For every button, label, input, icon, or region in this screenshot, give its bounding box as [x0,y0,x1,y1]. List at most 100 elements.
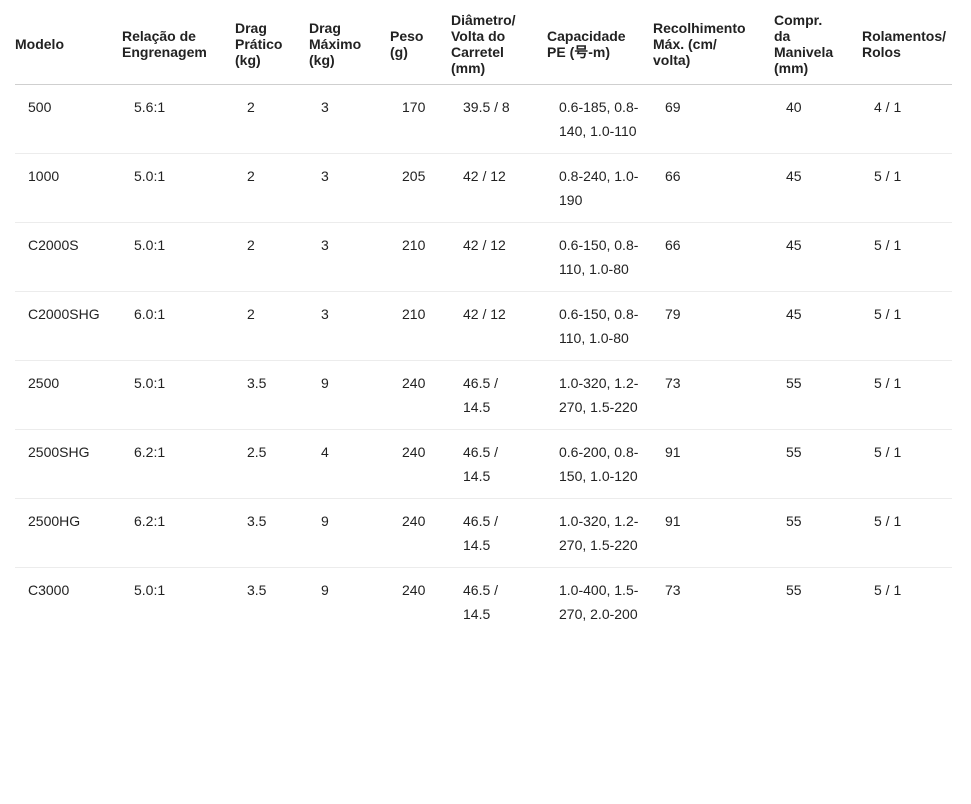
table-cell: 46.5 / 14.5 [463,582,499,622]
table-cell: 0.6-185, 0.8-140, 1.0-110 [547,84,653,154]
table-cell: 2 [235,153,309,223]
table-cell: 0.8-240, 1.0-190 [547,153,653,223]
table-cell: 3.5 [235,360,309,430]
table-cell: 79 [653,291,774,361]
column-header: Recolhimento Máx. (cm/ volta) [653,8,774,85]
table-cell: 5.0:1 [122,222,235,292]
table-cell: 0.6-200, 0.8-150, 1.0-120 [547,429,653,499]
table-cell: 46.5 / 14.5 [451,498,547,568]
table-cell: 42 / 12 [451,291,547,361]
table-cell: 5.0:1 [134,582,166,598]
table-cell: C2000S [15,222,122,292]
table-row: C3000 5.0:1 3.5 9 240 46.5 / 14.5 1.0-400, 1.5… [15,568,952,637]
table-cell: 9 [321,582,329,598]
table-cell: 3 [309,291,390,361]
table-cell: 5 / 1 [862,360,952,430]
table-cell: 3 [309,222,390,292]
table-cell: 55 [774,360,862,430]
table-cell: 3 [309,153,390,223]
table-row: C2000SHG 6.0:1 2 3 210 42 / 12 0.6-150, 0.8-11… [15,291,952,361]
table-row: 2500 5.0:1 3.5 9 240 46.5 / 14.5 1.0-320, 1.2-… [15,360,952,430]
table-cell: 1.0-320, 1.2-270, 1.5-220 [547,360,653,430]
column-header: Capacidade PE (号-m) [547,8,653,85]
table-cell: 5 / 1 [862,498,952,568]
table-row: 1000 5.0:1 2 3 205 42 / 12 0.8-240, 1.0-190 66 4… [15,153,952,223]
table-cell: 2.5 [235,429,309,499]
table-cell: 3.5 [247,582,267,598]
table-cell: 2 [235,84,309,154]
table-cell: 6.2:1 [122,429,235,499]
table-cell: 5.0:1 [122,153,235,223]
table-body: 500 5.6:1 2 3 170 39.5 / 8 0.6-185, 0.8-140, 1… [15,84,952,637]
table-row: 2500HG 6.2:1 3.5 9 240 46.5 / 14.5 1.0-320, 1.… [15,498,952,568]
table-cell: 170 [390,84,451,154]
spec-table: Modelo Relação de Engrenagem Drag Prático … [15,8,952,636]
table-cell: 240 [390,360,451,430]
column-header: Peso (g) [390,8,451,85]
table-cell: 6.0:1 [122,291,235,361]
table-cell: 210 [390,222,451,292]
table-cell: 69 [653,84,774,154]
table-cell: 55 [774,429,862,499]
column-header: Drag Máximo (kg) [309,8,390,85]
table-cell: 9 [309,498,390,568]
table-cell: 5 / 1 [862,291,952,361]
column-header: Rolamentos/ Rolos [862,8,952,85]
table-cell: 66 [653,153,774,223]
column-header: Modelo [15,8,122,85]
column-header: Relação de Engrenagem [122,8,235,85]
table-cell: 1.0-320, 1.2-270, 1.5-220 [547,498,653,568]
table-cell: 0.6-150, 0.8-110, 1.0-80 [547,222,653,292]
table-cell: 500 [15,84,122,154]
table-cell: 0.6-150, 0.8-110, 1.0-80 [547,291,653,361]
table-cell: 4 [309,429,390,499]
table-cell: 55 [786,582,802,598]
table-row: 2500SHG 6.2:1 2.5 4 240 46.5 / 14.5 0.6-200, 0… [15,429,952,499]
table-cell: 73 [665,582,681,598]
table-cell: 240 [402,582,426,598]
table-cell: C3000 [28,582,70,598]
table-cell: 5.6:1 [122,84,235,154]
table-cell: 45 [774,222,862,292]
table-cell: 240 [390,429,451,499]
table-cell: 91 [653,498,774,568]
table-cell: 46.5 / 14.5 [451,429,547,499]
table-row: C2000S 5.0:1 2 3 210 42 / 12 0.6-150, 0.8-110,… [15,222,952,292]
table-cell: 45 [774,291,862,361]
table-cell: C2000SHG [15,291,122,361]
table-cell: 2500 [15,360,122,430]
table-cell: 2500SHG [15,429,122,499]
table-cell: 73 [653,360,774,430]
table-cell: 6.2:1 [122,498,235,568]
table-cell: 2 [235,222,309,292]
table-cell: 5 / 1 [862,153,952,223]
table-cell: 9 [309,360,390,430]
table-cell: 240 [390,498,451,568]
table-cell: 5 / 1 [862,429,952,499]
table-cell: 1000 [15,153,122,223]
table-cell: 66 [653,222,774,292]
table-cell: 1.0-400, 1.5-270, 2.0-200 [559,582,639,622]
table-cell: 3.5 [235,498,309,568]
table-cell: 205 [390,153,451,223]
table-cell: 3 [309,84,390,154]
table-cell: 2 [235,291,309,361]
table-cell: 2500HG [15,498,122,568]
table-cell: 210 [390,291,451,361]
table-cell: 5 / 1 [874,582,902,598]
column-header: Diâmetro/ Volta do Carretel (mm) [451,8,547,85]
column-header: Compr. da Manivela (mm) [774,8,862,85]
table-cell: 40 [774,84,862,154]
table-row: 500 5.6:1 2 3 170 39.5 / 8 0.6-185, 0.8-140, 1… [15,84,952,154]
table-cell: 55 [774,498,862,568]
table-cell: 91 [653,429,774,499]
table-cell: 42 / 12 [451,153,547,223]
table-cell: 4 / 1 [862,84,952,154]
table-cell: 39.5 / 8 [451,84,547,154]
table-cell: 5.0:1 [122,360,235,430]
table-cell: 45 [774,153,862,223]
table-cell: 5 / 1 [862,222,952,292]
column-header: Drag Prático (kg) [235,8,309,85]
header-row: Modelo Relação de Engrenagem Drag Prático … [15,8,952,85]
